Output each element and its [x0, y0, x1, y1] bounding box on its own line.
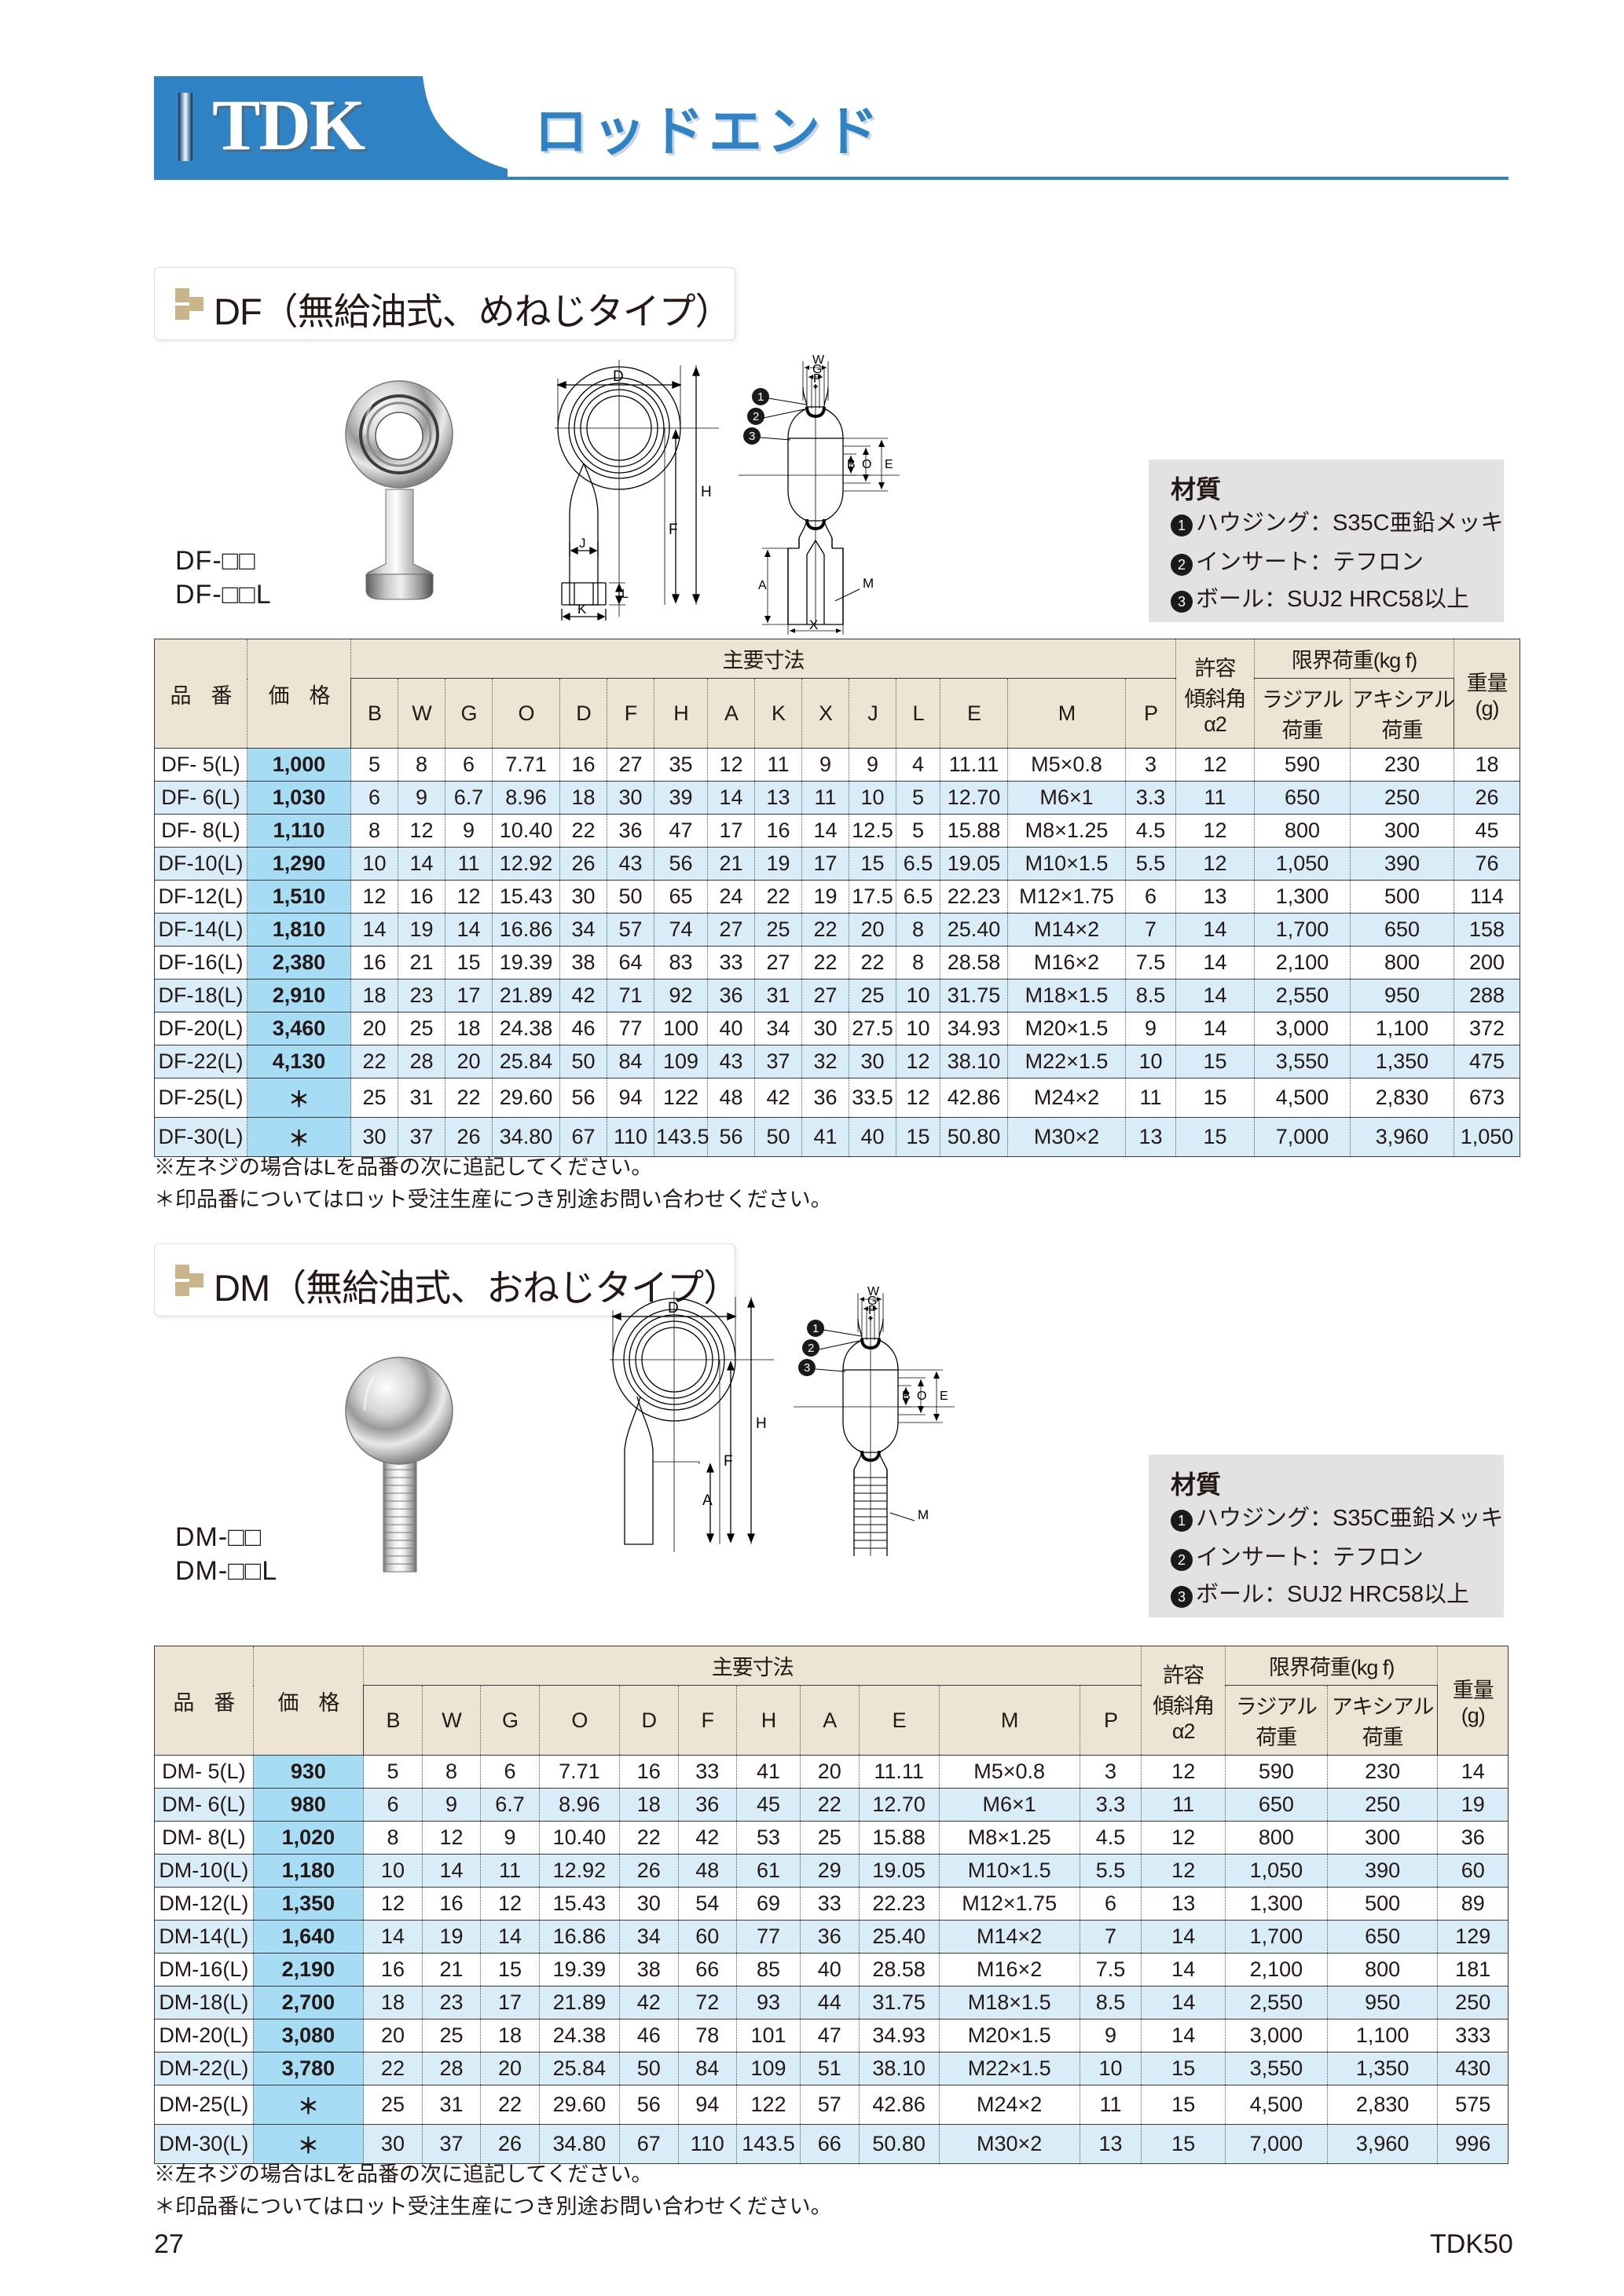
svg-text:3: 3	[804, 1361, 810, 1375]
svg-text:X: X	[809, 617, 818, 632]
svg-text:1: 1	[812, 1322, 819, 1335]
svg-text:H: H	[756, 1415, 767, 1432]
svg-text:M: M	[918, 1507, 929, 1522]
svg-text:D: D	[668, 1300, 679, 1316]
svg-text:A: A	[702, 1492, 713, 1509]
svg-text:2: 2	[753, 410, 759, 423]
svg-text:A: A	[758, 579, 767, 592]
svg-text:H: H	[701, 484, 712, 500]
svg-text:L: L	[621, 588, 629, 601]
svg-text:1: 1	[757, 390, 764, 404]
svg-text:P: P	[868, 1304, 877, 1317]
svg-text:M: M	[863, 576, 874, 591]
svg-text:B: B	[902, 1390, 911, 1403]
svg-text:F: F	[669, 522, 678, 538]
svg-text:K: K	[577, 602, 587, 617]
svg-text:D: D	[613, 368, 624, 385]
svg-text:E: E	[940, 1390, 948, 1403]
svg-text:2: 2	[808, 1342, 814, 1355]
svg-text:O: O	[917, 1390, 926, 1403]
svg-text:3: 3	[749, 430, 755, 443]
svg-text:O: O	[862, 458, 871, 471]
svg-text:E: E	[885, 458, 893, 471]
svg-text:F: F	[724, 1453, 733, 1470]
svg-text:P: P	[813, 372, 822, 386]
svg-text:B: B	[847, 458, 856, 471]
svg-text:J: J	[579, 536, 586, 551]
